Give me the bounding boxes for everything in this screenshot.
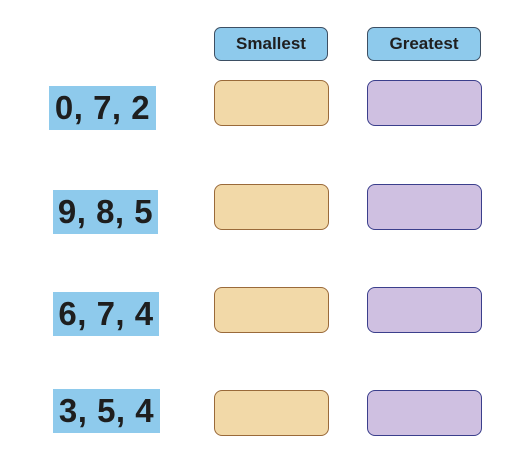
greatest-answer-box[interactable] bbox=[367, 80, 482, 126]
smallest-answer-box[interactable] bbox=[214, 80, 329, 126]
number-set-label: 0, 7, 2 bbox=[49, 86, 156, 130]
smallest-answer-box[interactable] bbox=[214, 390, 329, 436]
smallest-answer-box[interactable] bbox=[214, 184, 329, 230]
number-set-label: 9, 8, 5 bbox=[53, 190, 158, 234]
smallest-header: Smallest bbox=[214, 27, 328, 61]
greatest-answer-box[interactable] bbox=[367, 390, 482, 436]
greatest-answer-box[interactable] bbox=[367, 184, 482, 230]
number-set-label: 3, 5, 4 bbox=[53, 389, 160, 433]
greatest-answer-box[interactable] bbox=[367, 287, 482, 333]
smallest-answer-box[interactable] bbox=[214, 287, 329, 333]
greatest-header: Greatest bbox=[367, 27, 481, 61]
number-set-label: 6, 7, 4 bbox=[53, 292, 159, 336]
